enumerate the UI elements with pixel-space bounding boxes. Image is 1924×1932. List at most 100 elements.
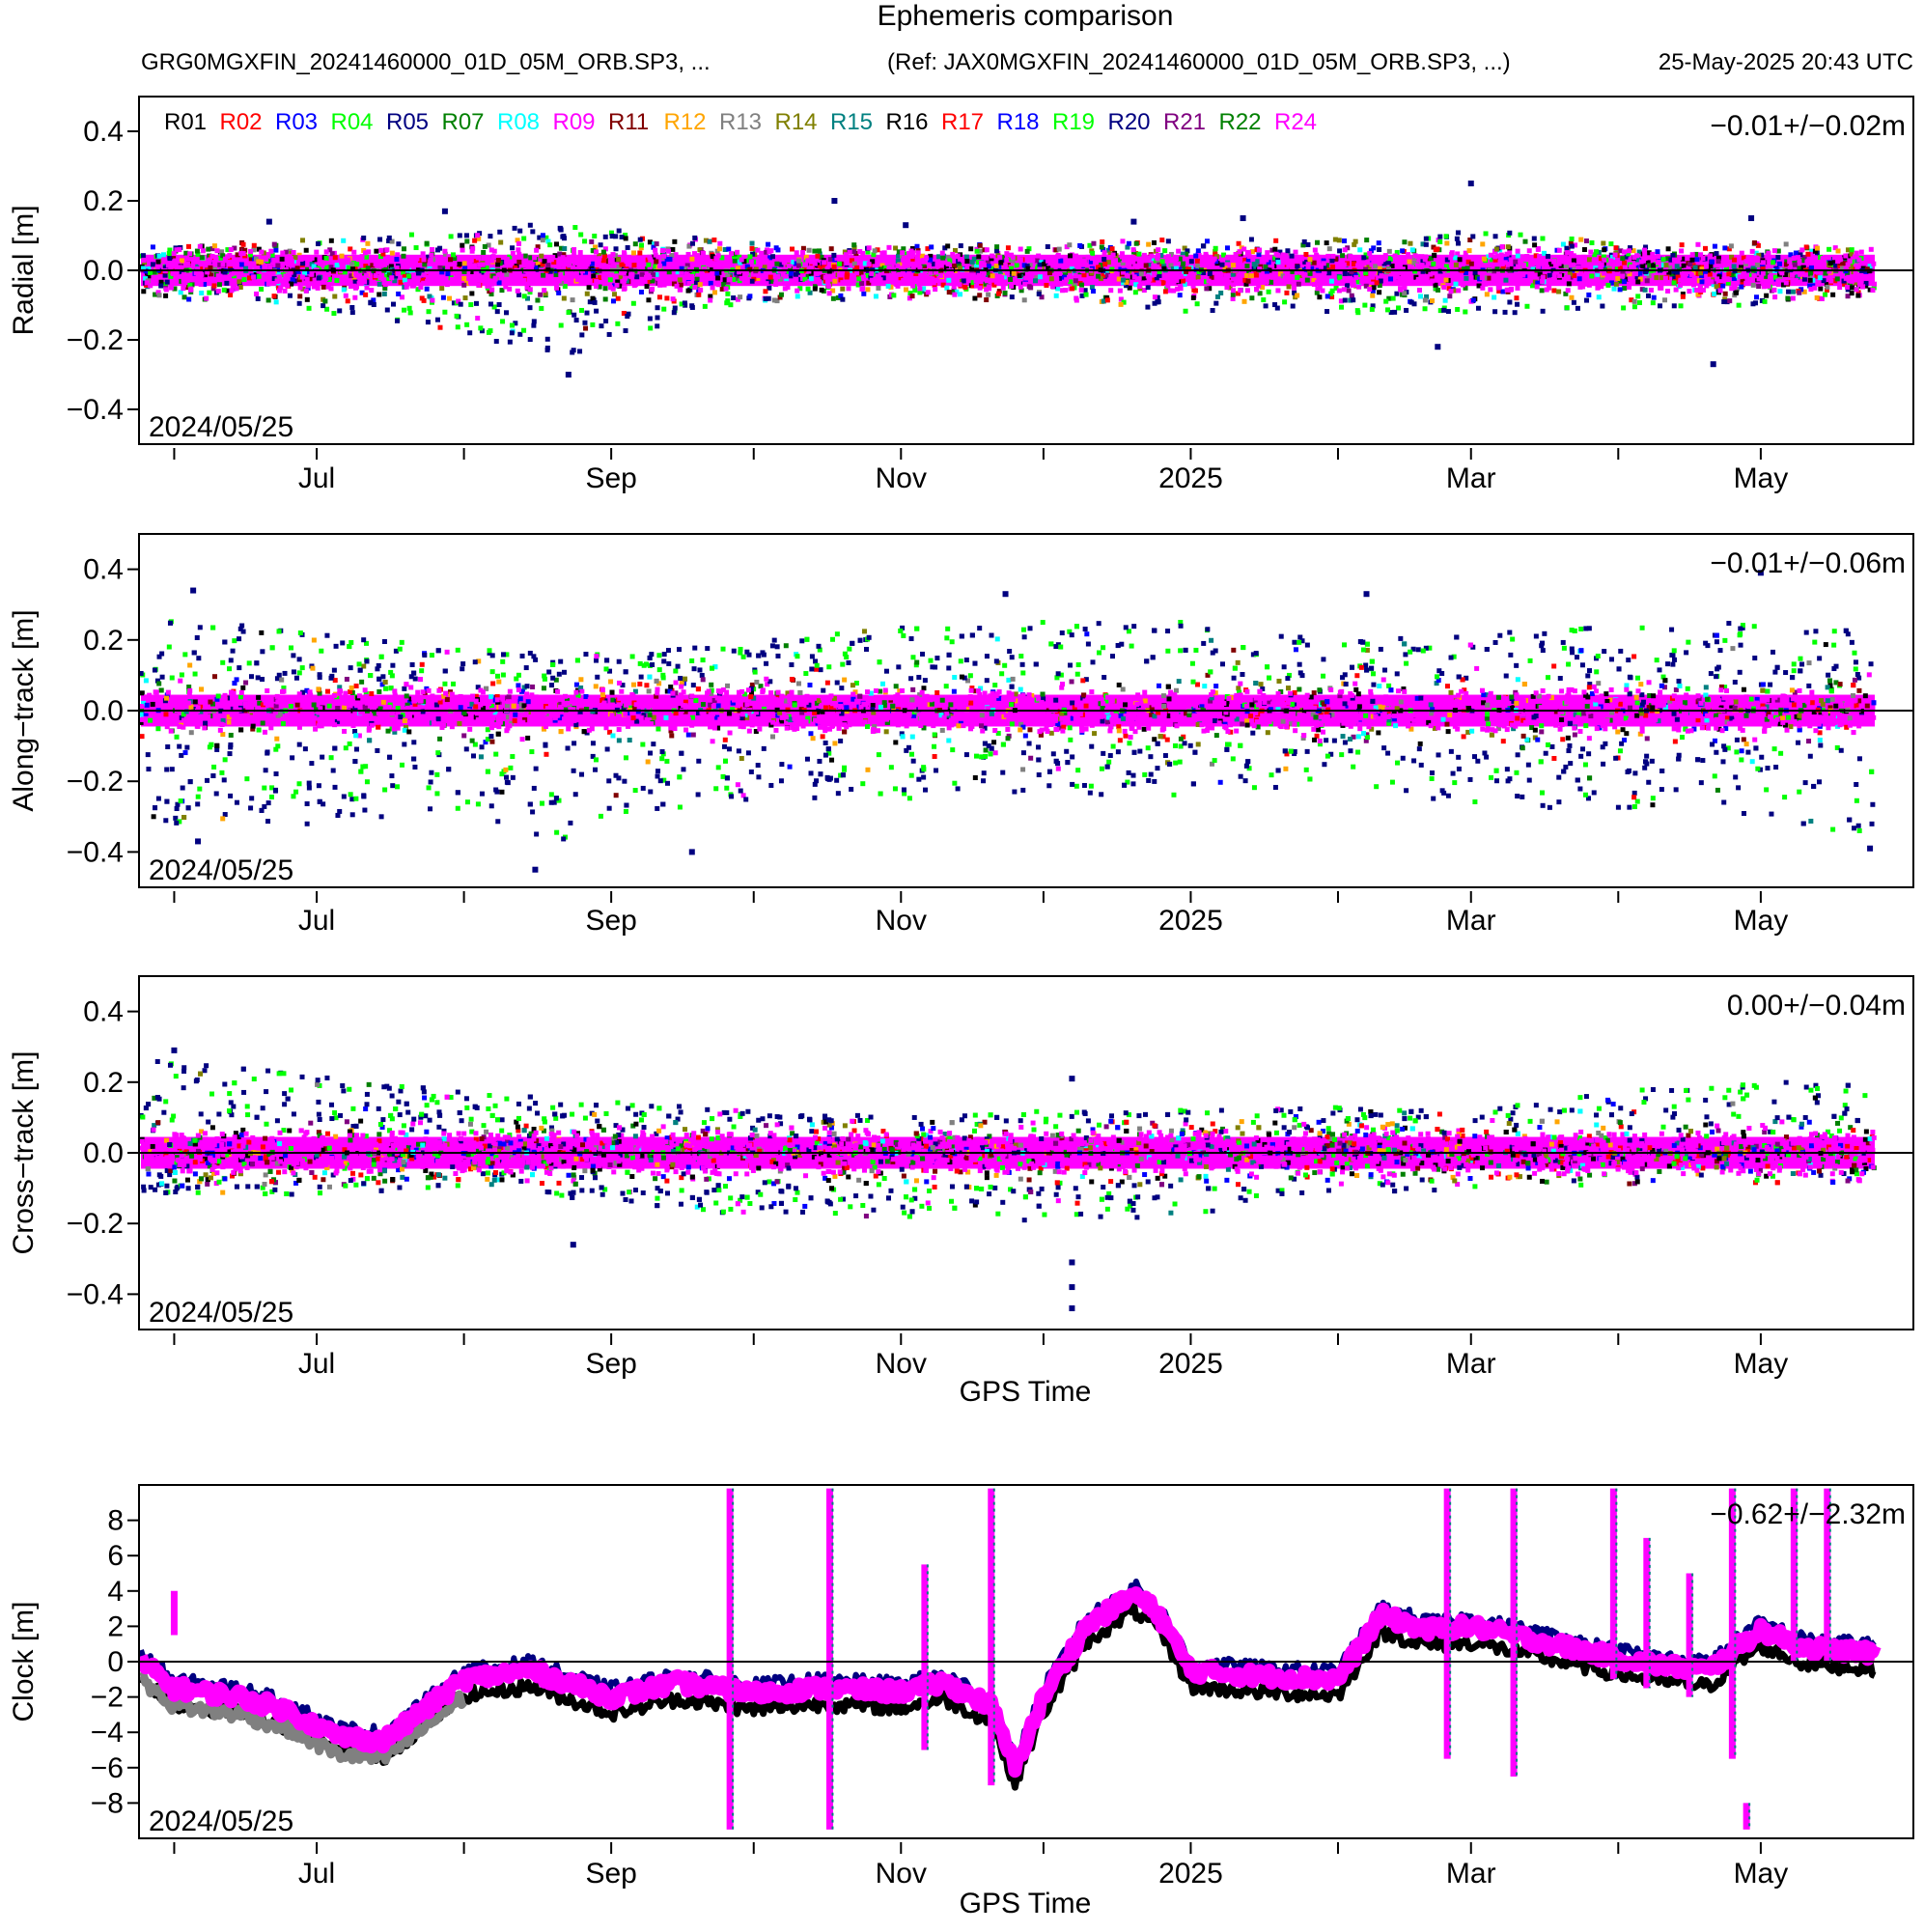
point xyxy=(1231,647,1237,653)
point xyxy=(444,282,450,288)
point xyxy=(647,274,653,280)
point xyxy=(630,300,636,306)
y-tick-label: −0.2 xyxy=(67,324,124,356)
point xyxy=(1218,290,1224,295)
point xyxy=(1079,293,1085,298)
point xyxy=(620,683,626,688)
point xyxy=(1377,263,1382,268)
point xyxy=(211,243,217,249)
point xyxy=(842,651,848,657)
point xyxy=(834,631,840,637)
point xyxy=(481,249,487,255)
point xyxy=(156,253,162,259)
point xyxy=(1685,686,1690,691)
point xyxy=(1318,712,1324,717)
point xyxy=(592,299,598,305)
point xyxy=(432,280,437,286)
point xyxy=(985,260,990,266)
point xyxy=(1556,247,1562,253)
point xyxy=(1507,230,1513,236)
point xyxy=(265,297,271,303)
point xyxy=(1617,278,1623,284)
point xyxy=(1173,256,1179,262)
point xyxy=(831,252,837,258)
point xyxy=(747,254,753,260)
point xyxy=(1006,677,1012,683)
point xyxy=(195,274,201,280)
point xyxy=(1700,758,1706,764)
point xyxy=(1796,255,1801,261)
point xyxy=(327,247,333,253)
point xyxy=(143,711,149,716)
point xyxy=(1106,759,1112,765)
point xyxy=(1124,283,1129,289)
point xyxy=(1125,779,1130,785)
point xyxy=(1002,662,1008,668)
point xyxy=(751,711,757,716)
point xyxy=(1869,821,1875,826)
point xyxy=(146,256,152,262)
point xyxy=(1680,292,1686,297)
point xyxy=(195,266,201,271)
point xyxy=(1203,279,1209,285)
point xyxy=(657,778,663,784)
point xyxy=(1073,271,1078,277)
point xyxy=(290,755,295,761)
point xyxy=(1045,244,1050,250)
point xyxy=(1121,280,1127,286)
point xyxy=(857,257,863,263)
point xyxy=(1411,301,1417,307)
point xyxy=(823,274,828,280)
point xyxy=(697,247,703,253)
point xyxy=(152,280,157,286)
point xyxy=(909,734,915,740)
point xyxy=(1426,268,1432,274)
point xyxy=(631,263,637,268)
point xyxy=(586,266,592,272)
point xyxy=(1863,283,1869,289)
point xyxy=(1509,698,1515,704)
point xyxy=(545,263,551,268)
point xyxy=(1099,262,1104,267)
point xyxy=(1777,289,1783,294)
point xyxy=(590,295,596,301)
point xyxy=(219,249,225,255)
point xyxy=(1081,272,1087,278)
point xyxy=(972,775,978,781)
point xyxy=(1195,263,1201,268)
point xyxy=(607,259,613,265)
point xyxy=(1817,275,1823,281)
point xyxy=(1173,687,1179,693)
point xyxy=(940,255,946,261)
point xyxy=(1242,261,1248,266)
point xyxy=(525,735,531,741)
point xyxy=(495,262,501,267)
point xyxy=(207,290,212,295)
point xyxy=(389,773,395,779)
point xyxy=(1171,288,1177,294)
point xyxy=(917,286,923,292)
point xyxy=(925,290,931,295)
point xyxy=(361,235,367,240)
point xyxy=(1044,272,1049,278)
point xyxy=(1733,290,1739,295)
point xyxy=(1009,294,1015,300)
point xyxy=(199,255,205,261)
point xyxy=(1000,280,1006,286)
point xyxy=(1260,285,1266,291)
point xyxy=(487,289,492,294)
point xyxy=(200,248,206,254)
point xyxy=(455,805,460,811)
point xyxy=(582,269,588,275)
point xyxy=(156,293,162,298)
point xyxy=(1768,682,1773,687)
point xyxy=(737,254,742,260)
point xyxy=(862,261,868,266)
point xyxy=(264,256,269,262)
point xyxy=(1818,254,1824,260)
point xyxy=(1688,272,1694,278)
point xyxy=(1673,287,1679,293)
point xyxy=(445,271,451,277)
point xyxy=(1037,266,1043,272)
point xyxy=(1329,258,1335,264)
